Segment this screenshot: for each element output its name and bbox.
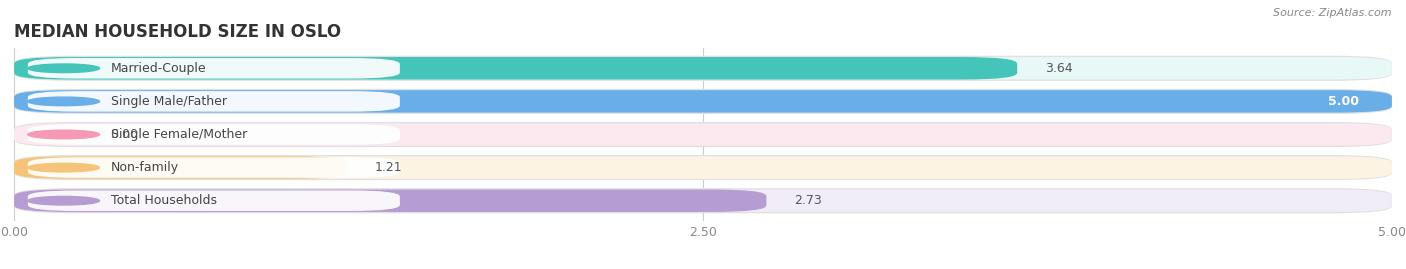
FancyBboxPatch shape bbox=[14, 57, 1392, 80]
Text: 3.64: 3.64 bbox=[1045, 62, 1073, 75]
FancyBboxPatch shape bbox=[14, 90, 1392, 113]
FancyBboxPatch shape bbox=[14, 156, 347, 179]
Text: MEDIAN HOUSEHOLD SIZE IN OSLO: MEDIAN HOUSEHOLD SIZE IN OSLO bbox=[14, 23, 342, 41]
FancyBboxPatch shape bbox=[28, 58, 399, 79]
Text: Single Female/Mother: Single Female/Mother bbox=[111, 128, 247, 141]
Text: 0.00: 0.00 bbox=[111, 128, 139, 141]
Circle shape bbox=[28, 64, 100, 73]
FancyBboxPatch shape bbox=[14, 123, 1392, 146]
Text: Married-Couple: Married-Couple bbox=[111, 62, 207, 75]
Circle shape bbox=[28, 130, 100, 139]
Text: Total Households: Total Households bbox=[111, 194, 217, 207]
FancyBboxPatch shape bbox=[14, 57, 1017, 80]
FancyBboxPatch shape bbox=[14, 188, 1392, 213]
Circle shape bbox=[28, 196, 100, 205]
FancyBboxPatch shape bbox=[14, 122, 1392, 147]
FancyBboxPatch shape bbox=[14, 89, 1392, 114]
Circle shape bbox=[28, 163, 100, 172]
Text: 2.73: 2.73 bbox=[794, 194, 821, 207]
FancyBboxPatch shape bbox=[14, 189, 766, 212]
FancyBboxPatch shape bbox=[28, 124, 399, 145]
FancyBboxPatch shape bbox=[14, 56, 1392, 81]
Text: Non-family: Non-family bbox=[111, 161, 179, 174]
FancyBboxPatch shape bbox=[28, 91, 399, 112]
Circle shape bbox=[28, 97, 100, 106]
FancyBboxPatch shape bbox=[14, 156, 1392, 179]
Text: 5.00: 5.00 bbox=[1327, 95, 1358, 108]
FancyBboxPatch shape bbox=[14, 189, 1392, 212]
FancyBboxPatch shape bbox=[14, 90, 1392, 113]
FancyBboxPatch shape bbox=[28, 190, 399, 211]
Text: Source: ZipAtlas.com: Source: ZipAtlas.com bbox=[1274, 8, 1392, 18]
FancyBboxPatch shape bbox=[14, 155, 1392, 180]
FancyBboxPatch shape bbox=[28, 157, 399, 178]
Text: 1.21: 1.21 bbox=[375, 161, 402, 174]
Text: Single Male/Father: Single Male/Father bbox=[111, 95, 226, 108]
